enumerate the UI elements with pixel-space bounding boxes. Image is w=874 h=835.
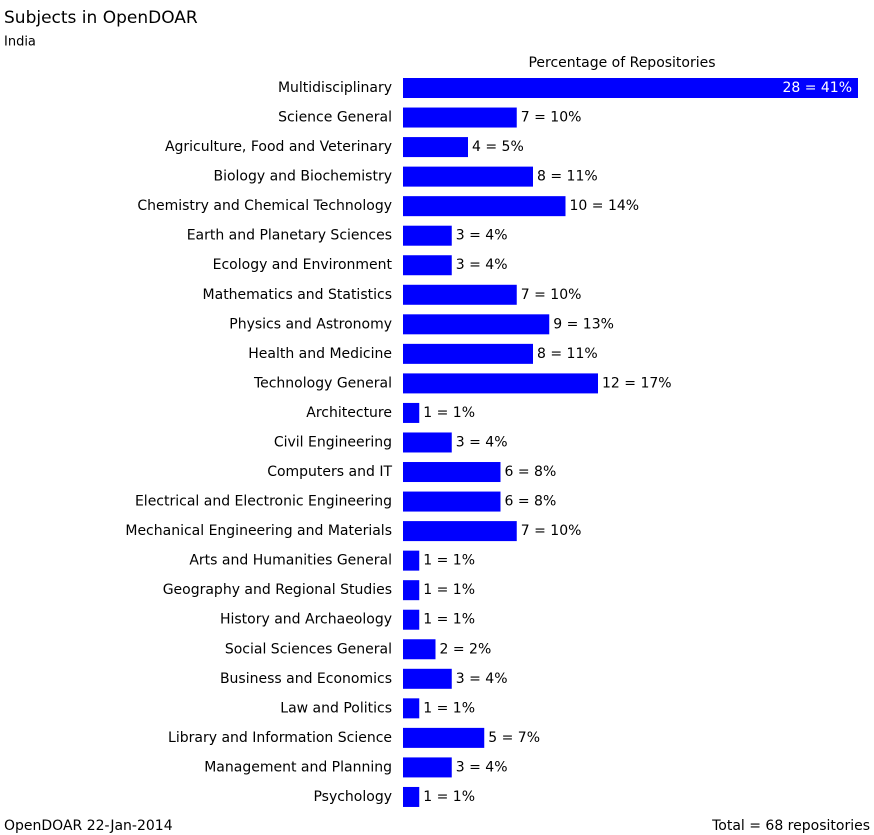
value-label: 3 = 4%: [456, 434, 508, 450]
category-label: Technology General: [253, 375, 392, 391]
bar: [403, 550, 420, 571]
value-label: 7 = 10%: [521, 287, 582, 303]
bar: [403, 727, 485, 748]
chart-title: Subjects in OpenDOAR: [4, 8, 198, 28]
category-label: Management and Planning: [204, 759, 392, 775]
category-label: Geography and Regional Studies: [163, 582, 392, 598]
bar: [403, 78, 858, 98]
bar: [403, 462, 501, 483]
category-label: Mechanical Engineering and Materials: [125, 523, 392, 539]
value-label: 7 = 10%: [521, 523, 582, 539]
category-label: Computers and IT: [267, 464, 392, 480]
category-label: Electrical and Electronic Engineering: [135, 494, 392, 510]
category-label: Multidisciplinary: [278, 80, 392, 96]
bar: [403, 343, 533, 364]
bar: [403, 786, 420, 807]
category-label: Ecology and Environment: [213, 257, 393, 273]
bar: [403, 373, 598, 394]
bar: [403, 225, 452, 246]
value-label: 3 = 4%: [456, 671, 508, 687]
category-label: Business and Economics: [220, 671, 392, 687]
value-label: 9 = 13%: [553, 316, 614, 332]
category-label: Science General: [278, 110, 392, 126]
category-label: Architecture: [306, 405, 392, 421]
category-label: Biology and Biochemistry: [213, 169, 392, 185]
category-label: Arts and Humanities General: [189, 553, 392, 569]
category-label: Civil Engineering: [274, 434, 392, 450]
value-label: 4 = 5%: [472, 139, 524, 155]
bar: [403, 402, 420, 423]
value-label: 1 = 1%: [423, 405, 475, 421]
value-label: 5 = 7%: [488, 730, 540, 746]
value-label: 3 = 4%: [456, 759, 508, 775]
category-label: Library and Information Science: [168, 730, 392, 746]
value-label: 1 = 1%: [423, 789, 475, 805]
bar: [403, 698, 420, 719]
category-label: Physics and Astronomy: [229, 316, 392, 332]
bar: [403, 432, 452, 453]
bar: [403, 255, 452, 276]
footer-left: OpenDOAR 22-Jan-2014: [4, 818, 173, 834]
category-label: Agriculture, Food and Veterinary: [165, 139, 392, 155]
value-label: 10 = 14%: [570, 198, 640, 214]
value-label: 1 = 1%: [423, 700, 475, 716]
axis-label: Percentage of Repositories: [528, 55, 715, 71]
category-label: Mathematics and Statistics: [203, 287, 392, 303]
bar: [403, 521, 517, 542]
value-label: 3 = 4%: [456, 228, 508, 244]
bar: [403, 491, 501, 512]
bar: [403, 609, 420, 630]
value-label: 6 = 8%: [505, 494, 557, 510]
category-label: Social Sciences General: [225, 641, 392, 657]
category-label: Psychology: [313, 789, 392, 805]
value-label: 28 = 41%: [782, 80, 852, 96]
value-label: 1 = 1%: [423, 582, 475, 598]
bar: [403, 668, 452, 689]
value-label: 2 = 2%: [440, 641, 492, 657]
bar: [403, 284, 517, 305]
category-label: Law and Politics: [280, 700, 392, 716]
bar: [403, 639, 436, 660]
value-label: 8 = 11%: [537, 169, 598, 185]
footer-right: Total = 68 repositories: [711, 818, 870, 834]
value-label: 7 = 10%: [521, 110, 582, 126]
bar: [403, 757, 452, 778]
bar: [403, 137, 468, 158]
value-label: 1 = 1%: [423, 612, 475, 628]
category-label: History and Archaeology: [220, 612, 392, 628]
value-label: 8 = 11%: [537, 346, 598, 362]
bar: [403, 580, 420, 601]
category-label: Health and Medicine: [248, 346, 392, 362]
category-label: Earth and Planetary Sciences: [187, 228, 392, 244]
value-label: 6 = 8%: [505, 464, 557, 480]
category-label: Chemistry and Chemical Technology: [137, 198, 392, 214]
bar: [403, 107, 517, 128]
value-label: 3 = 4%: [456, 257, 508, 273]
bar: [403, 166, 533, 187]
bar: [403, 314, 550, 335]
value-label: 12 = 17%: [602, 375, 672, 391]
bar: [403, 196, 566, 217]
chart-subtitle: India: [4, 35, 36, 50]
value-label: 1 = 1%: [423, 553, 475, 569]
